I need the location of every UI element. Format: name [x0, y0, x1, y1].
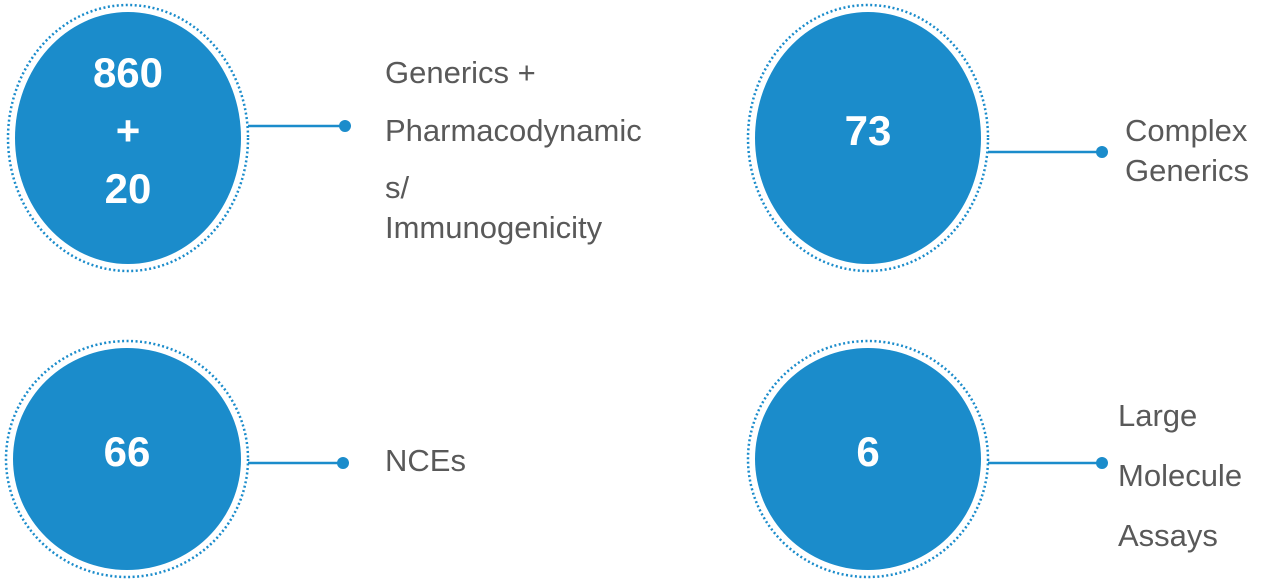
label: Assays — [1118, 518, 1218, 553]
dotted-ring — [746, 339, 990, 579]
circle — [13, 348, 241, 570]
dotted-ring — [746, 3, 990, 273]
label: Immunogenicity — [385, 210, 603, 245]
label: s/ — [385, 170, 410, 205]
dotted-ring — [4, 339, 250, 579]
connector-dot — [337, 457, 349, 469]
circle — [15, 12, 241, 264]
connector-dot — [1096, 146, 1108, 158]
number: 73 — [845, 107, 892, 154]
label: Complex — [1125, 113, 1248, 148]
label: Large — [1118, 398, 1197, 433]
number: 6 — [856, 428, 879, 475]
circle — [755, 12, 981, 264]
label: NCEs — [385, 443, 466, 478]
dotted-ring — [6, 3, 250, 273]
label: Generics + — [385, 55, 536, 90]
number: 860 — [93, 49, 163, 96]
label: Pharmacodynamic — [385, 113, 642, 148]
label: Molecule — [1118, 458, 1242, 493]
number: 20 — [105, 165, 152, 212]
connector-dot — [339, 120, 351, 132]
label: Generics — [1125, 153, 1249, 188]
circle — [755, 348, 981, 570]
number: 66 — [104, 428, 151, 475]
connector-dot — [1096, 457, 1108, 469]
number: + — [116, 107, 141, 154]
